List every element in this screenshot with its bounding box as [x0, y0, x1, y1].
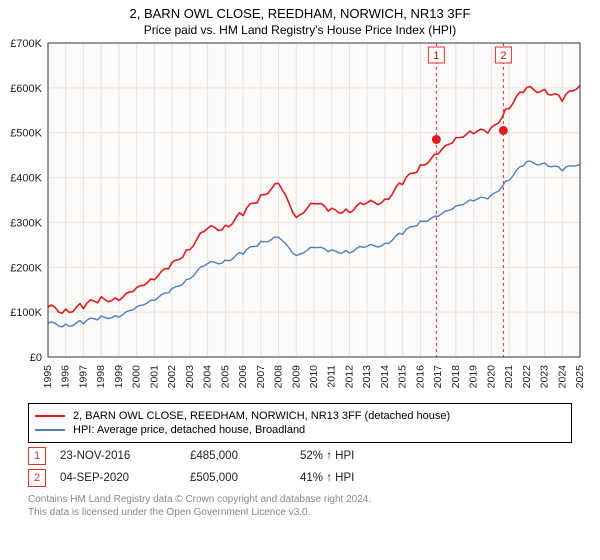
- footer-line-1: Contains HM Land Registry data © Crown c…: [28, 493, 572, 506]
- svg-text:£500K: £500K: [10, 128, 42, 140]
- legend: 2, BARN OWL CLOSE, REEDHAM, NORWICH, NR1…: [28, 403, 572, 443]
- svg-text:£400K: £400K: [10, 173, 42, 185]
- legend-row-hpi: HPI: Average price, detached house, Broa…: [35, 424, 565, 436]
- legend-row-subject: 2, BARN OWL CLOSE, REEDHAM, NORWICH, NR1…: [35, 410, 565, 422]
- svg-text:2017: 2017: [432, 365, 444, 389]
- svg-text:2019: 2019: [468, 365, 480, 389]
- svg-text:2012: 2012: [343, 365, 355, 389]
- svg-text:2022: 2022: [521, 365, 533, 389]
- svg-text:2018: 2018: [450, 365, 462, 389]
- footer: Contains HM Land Registry data © Crown c…: [28, 493, 572, 519]
- svg-text:2000: 2000: [131, 365, 143, 389]
- svg-text:2009: 2009: [290, 365, 302, 389]
- svg-text:£100K: £100K: [10, 307, 42, 319]
- svg-text:2007: 2007: [255, 365, 267, 389]
- svg-text:1998: 1998: [95, 365, 107, 389]
- point-date: 23-NOV-2016: [60, 450, 190, 462]
- svg-text:2001: 2001: [148, 365, 160, 389]
- point-marker-1: 1: [28, 447, 46, 465]
- chart-title: 2, BARN OWL CLOSE, REEDHAM, NORWICH, NR1…: [0, 6, 600, 21]
- svg-text:£200K: £200K: [10, 262, 42, 274]
- point-price: £505,000: [190, 472, 300, 484]
- point-date: 04-SEP-2020: [60, 472, 190, 484]
- svg-text:2008: 2008: [273, 365, 285, 389]
- svg-text:2010: 2010: [308, 365, 320, 389]
- footer-line-2: This data is licensed under the Open Gov…: [28, 506, 572, 519]
- svg-text:£0: £0: [30, 352, 42, 364]
- svg-text:1999: 1999: [113, 365, 125, 389]
- svg-text:£300K: £300K: [10, 217, 42, 229]
- svg-text:1996: 1996: [60, 365, 72, 389]
- chart-titles: 2, BARN OWL CLOSE, REEDHAM, NORWICH, NR1…: [0, 0, 600, 37]
- svg-text:2005: 2005: [219, 365, 231, 389]
- svg-text:2024: 2024: [556, 365, 568, 389]
- legend-swatch: [35, 415, 65, 417]
- legend-swatch: [35, 429, 65, 431]
- svg-text:2023: 2023: [539, 365, 551, 389]
- sale-points-table: 1 23-NOV-2016 £485,000 52% ↑ HPI 2 04-SE…: [28, 447, 572, 487]
- legend-label: HPI: Average price, detached house, Broa…: [73, 424, 305, 436]
- point-price: £485,000: [190, 450, 300, 462]
- svg-text:2020: 2020: [485, 365, 497, 389]
- svg-text:2013: 2013: [361, 365, 373, 389]
- svg-text:2016: 2016: [414, 365, 426, 389]
- svg-text:2: 2: [500, 50, 506, 62]
- svg-text:£700K: £700K: [10, 38, 42, 50]
- svg-text:2021: 2021: [503, 365, 515, 389]
- point-hpi: 52% ↑ HPI: [300, 450, 420, 462]
- point-marker-2: 2: [28, 469, 46, 487]
- svg-text:2025: 2025: [574, 365, 586, 389]
- svg-text:2014: 2014: [379, 365, 391, 389]
- svg-text:1997: 1997: [77, 365, 89, 389]
- table-row: 1 23-NOV-2016 £485,000 52% ↑ HPI: [28, 447, 572, 465]
- svg-text:1995: 1995: [42, 365, 54, 389]
- svg-text:2003: 2003: [184, 365, 196, 389]
- svg-text:2002: 2002: [166, 365, 178, 389]
- table-row: 2 04-SEP-2020 £505,000 41% ↑ HPI: [28, 469, 572, 487]
- svg-text:2006: 2006: [237, 365, 249, 389]
- svg-text:2015: 2015: [397, 365, 409, 389]
- svg-text:2011: 2011: [326, 365, 338, 388]
- legend-label: 2, BARN OWL CLOSE, REEDHAM, NORWICH, NR1…: [73, 410, 450, 422]
- svg-text:2004: 2004: [202, 365, 214, 389]
- svg-text:£600K: £600K: [10, 83, 42, 95]
- point-hpi: 41% ↑ HPI: [300, 472, 420, 484]
- price-chart: £0 £100K £200K £300K £400K £500K £600K £700K 199…: [0, 37, 600, 397]
- svg-text:1: 1: [433, 50, 439, 62]
- chart-subtitle: Price paid vs. HM Land Registry's House …: [0, 23, 600, 37]
